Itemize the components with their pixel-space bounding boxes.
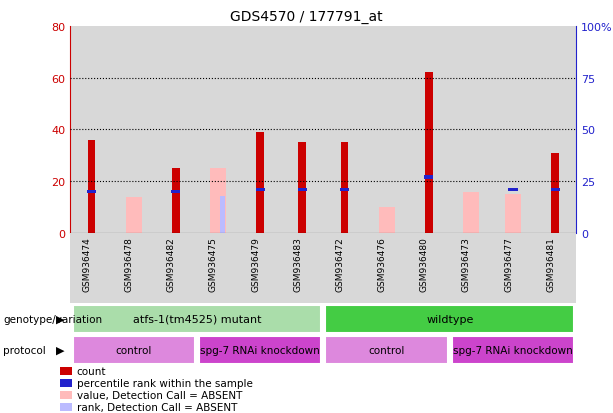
Text: GSM936480: GSM936480 bbox=[420, 237, 428, 292]
Bar bbox=[60, 391, 72, 399]
Bar bbox=[326, 336, 447, 364]
Bar bbox=[424, 176, 433, 179]
Bar bbox=[326, 305, 574, 333]
Bar bbox=[408, 233, 450, 304]
Text: wildtype: wildtype bbox=[426, 314, 473, 324]
Bar bbox=[505, 195, 521, 233]
Text: GSM936475: GSM936475 bbox=[209, 237, 218, 292]
Bar bbox=[60, 379, 72, 387]
Bar bbox=[324, 27, 365, 233]
Bar bbox=[72, 336, 195, 364]
Bar bbox=[210, 169, 226, 233]
Bar bbox=[239, 27, 281, 233]
Bar bbox=[60, 367, 72, 375]
Bar bbox=[492, 233, 534, 304]
Bar bbox=[239, 233, 281, 304]
Bar bbox=[256, 188, 265, 192]
Text: GSM936478: GSM936478 bbox=[124, 237, 134, 292]
Bar bbox=[534, 27, 576, 233]
Bar bbox=[113, 27, 154, 233]
Text: genotype/variation: genotype/variation bbox=[3, 314, 102, 324]
Text: spg-7 RNAi knockdown: spg-7 RNAi knockdown bbox=[200, 345, 320, 355]
Bar bbox=[113, 233, 154, 304]
Text: GSM936481: GSM936481 bbox=[546, 237, 555, 292]
Text: percentile rank within the sample: percentile rank within the sample bbox=[77, 378, 253, 388]
Bar bbox=[70, 233, 113, 304]
Bar bbox=[341, 143, 348, 233]
Bar bbox=[70, 27, 113, 233]
Text: control: control bbox=[368, 345, 405, 355]
Text: GSM936476: GSM936476 bbox=[378, 237, 387, 292]
Bar bbox=[172, 169, 180, 233]
Bar bbox=[463, 192, 479, 233]
Bar bbox=[197, 27, 239, 233]
Bar bbox=[154, 27, 197, 233]
Text: rank, Detection Call = ABSENT: rank, Detection Call = ABSENT bbox=[77, 402, 237, 412]
Text: spg-7 RNAi knockdown: spg-7 RNAi knockdown bbox=[453, 345, 573, 355]
Bar bbox=[219, 196, 225, 233]
Text: count: count bbox=[77, 366, 106, 376]
Text: GSM936474: GSM936474 bbox=[83, 237, 91, 292]
Bar bbox=[450, 233, 492, 304]
Text: value, Detection Call = ABSENT: value, Detection Call = ABSENT bbox=[77, 390, 242, 400]
Bar bbox=[88, 140, 96, 233]
Bar bbox=[550, 188, 560, 192]
Text: protocol: protocol bbox=[3, 345, 46, 355]
Text: GDS4570 / 177791_at: GDS4570 / 177791_at bbox=[230, 10, 383, 24]
Bar bbox=[551, 153, 559, 233]
Bar bbox=[281, 233, 324, 304]
Bar bbox=[492, 27, 534, 233]
Bar bbox=[379, 207, 395, 233]
Bar bbox=[324, 233, 365, 304]
Bar bbox=[60, 403, 72, 411]
Bar bbox=[450, 27, 492, 233]
Bar bbox=[126, 197, 142, 233]
Text: GSM936482: GSM936482 bbox=[167, 237, 176, 292]
Text: ▶: ▶ bbox=[56, 345, 64, 355]
Bar bbox=[534, 233, 576, 304]
Text: ▶: ▶ bbox=[56, 314, 64, 324]
Text: GSM936473: GSM936473 bbox=[462, 237, 471, 292]
Bar bbox=[408, 27, 450, 233]
Bar bbox=[340, 188, 349, 192]
Bar bbox=[87, 190, 96, 194]
Bar bbox=[365, 233, 408, 304]
Bar bbox=[508, 188, 517, 192]
Text: GSM936472: GSM936472 bbox=[335, 237, 345, 292]
Bar bbox=[281, 27, 324, 233]
Bar bbox=[365, 27, 408, 233]
Text: GSM936477: GSM936477 bbox=[504, 237, 513, 292]
Bar bbox=[256, 133, 264, 233]
Text: control: control bbox=[115, 345, 152, 355]
Bar bbox=[298, 188, 307, 192]
Bar bbox=[199, 336, 321, 364]
Bar bbox=[452, 336, 574, 364]
Bar bbox=[154, 233, 197, 304]
Bar bbox=[425, 73, 433, 233]
Bar bbox=[171, 190, 180, 194]
Bar bbox=[72, 305, 321, 333]
Bar bbox=[197, 233, 239, 304]
Text: atfs-1(tm4525) mutant: atfs-1(tm4525) mutant bbox=[132, 314, 261, 324]
Text: GSM936479: GSM936479 bbox=[251, 237, 260, 292]
Text: GSM936483: GSM936483 bbox=[293, 237, 302, 292]
Bar bbox=[299, 143, 306, 233]
